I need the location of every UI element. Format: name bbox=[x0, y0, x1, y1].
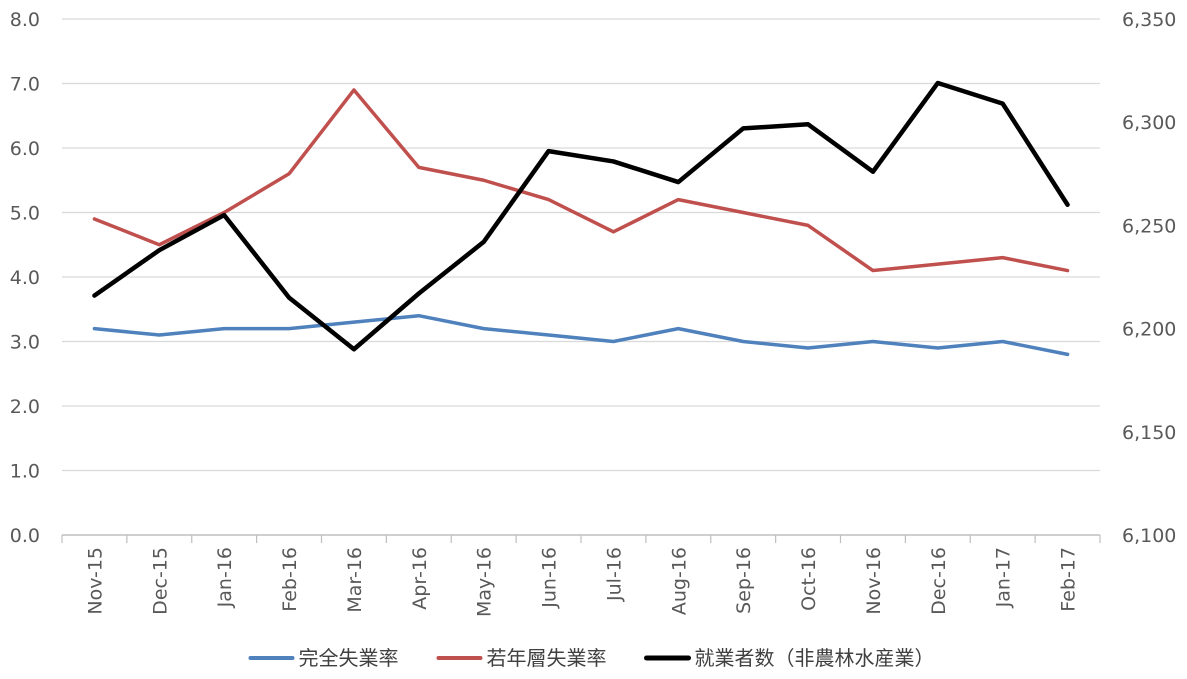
x-tick-label: Dec-15 bbox=[149, 547, 171, 615]
left-tick-label: 7.0 bbox=[10, 74, 40, 96]
left-tick-label: 5.0 bbox=[10, 203, 40, 225]
left-tick-label: 4.0 bbox=[10, 267, 40, 289]
left-tick-label: 2.0 bbox=[10, 396, 40, 418]
left-tick-label: 8.0 bbox=[10, 9, 40, 31]
x-tick-label: Jan-17 bbox=[993, 547, 1015, 608]
left-tick-label: 0.0 bbox=[10, 525, 40, 547]
x-tick-label: Feb-16 bbox=[279, 547, 301, 612]
left-tick-label: 1.0 bbox=[10, 461, 40, 483]
x-tick-label: Apr-16 bbox=[409, 547, 431, 610]
x-tick-label: Mar-16 bbox=[344, 547, 366, 613]
right-tick-label: 6,100 bbox=[1122, 525, 1176, 547]
legend: 完全失業率 若年層失業率 就業者数（非農林水産業） bbox=[248, 646, 935, 670]
x-tick-label: Oct-16 bbox=[798, 547, 820, 611]
x-tick-label: Feb-17 bbox=[1058, 547, 1080, 612]
series-line-0 bbox=[92, 313, 1070, 357]
x-tick-label: Sep-16 bbox=[733, 547, 755, 614]
right-tick-label: 6,200 bbox=[1122, 319, 1176, 341]
x-tick-label: May-16 bbox=[474, 547, 496, 617]
left-tick-label: 6.0 bbox=[10, 138, 40, 160]
axes: 0.0 1.0 2.0 3.0 4.0 5.0 6.0 7.0 8.0 6,100 6,150 6,2… bbox=[10, 9, 1177, 617]
legend-item-1: 若年層失業率 bbox=[436, 646, 607, 670]
x-tick-label: Jul-16 bbox=[603, 547, 625, 602]
x-tick-label: Nov-16 bbox=[863, 547, 885, 615]
x-tick-label: Jan-16 bbox=[214, 547, 236, 608]
series-line-1 bbox=[92, 88, 1070, 273]
legend-label: 就業者数（非農林水産業） bbox=[695, 646, 935, 670]
x-tick-label: Jun-16 bbox=[539, 547, 561, 609]
gridlines bbox=[62, 18, 1100, 536]
legend-item-2: 就業者数（非農林水産業） bbox=[644, 646, 935, 670]
series-line-2 bbox=[92, 80, 1070, 352]
right-tick-label: 6,300 bbox=[1122, 112, 1176, 134]
legend-item-0: 完全失業率 bbox=[248, 646, 399, 670]
right-tick-label: 6,350 bbox=[1122, 9, 1176, 31]
x-tick-label: Aug-16 bbox=[668, 547, 690, 615]
left-tick-label: 3.0 bbox=[10, 332, 40, 354]
legend-label: 若年層失業率 bbox=[487, 646, 607, 670]
right-tick-label: 6,150 bbox=[1122, 422, 1176, 444]
legend-label: 完全失業率 bbox=[299, 646, 399, 670]
x-tick-label: Dec-16 bbox=[928, 547, 950, 615]
series-lines bbox=[92, 80, 1070, 357]
x-tick-label: Nov-15 bbox=[84, 547, 106, 615]
right-tick-label: 6,250 bbox=[1122, 215, 1176, 237]
